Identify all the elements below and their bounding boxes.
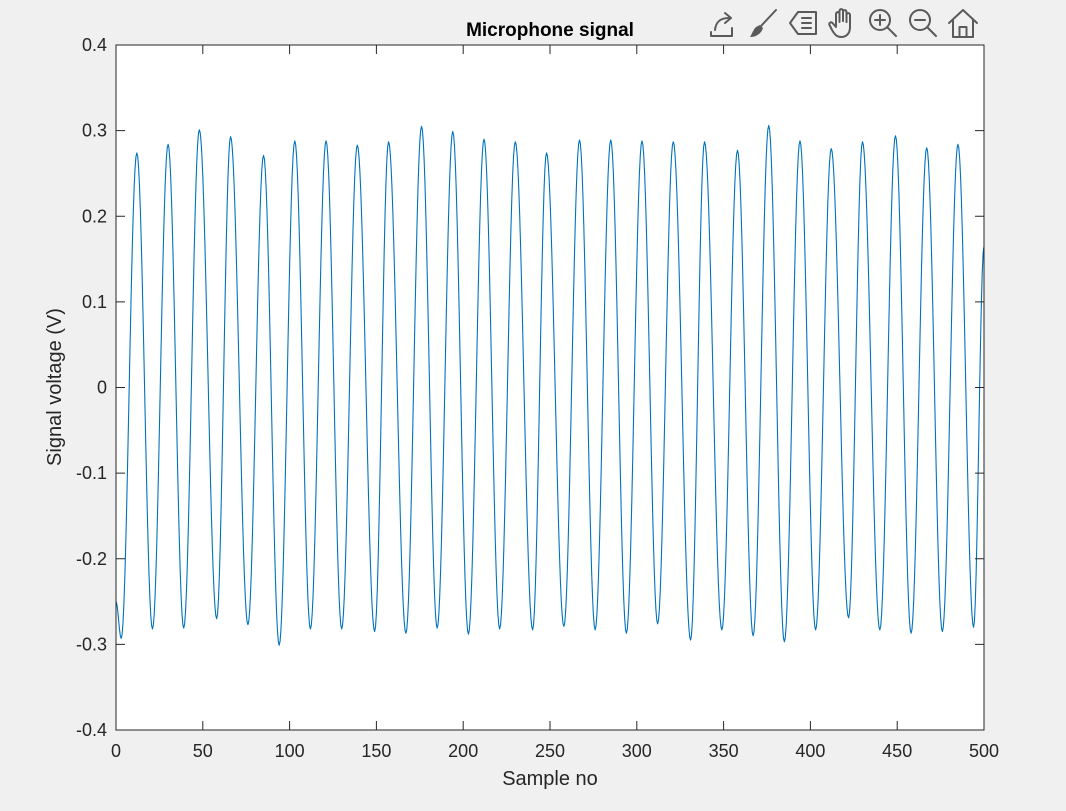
x-tick-label: 150 — [361, 741, 391, 761]
y-axis-label: Signal voltage (V) — [44, 308, 66, 466]
x-tick-label: 250 — [535, 741, 565, 761]
y-tick-label: -0.4 — [76, 720, 107, 740]
x-tick-label: 450 — [882, 741, 912, 761]
x-tick-label: 350 — [709, 741, 739, 761]
y-tick-label: -0.2 — [76, 549, 107, 569]
zoom-out-button[interactable] — [904, 4, 942, 42]
export-icon — [710, 12, 733, 37]
x-tick-label: 0 — [111, 741, 121, 761]
y-tick-label: -0.3 — [76, 634, 107, 654]
pan-button[interactable] — [824, 4, 862, 42]
x-tick-label: 500 — [969, 741, 999, 761]
chart-title: Microphone signal — [466, 20, 634, 41]
zoom-in-icon — [869, 9, 897, 37]
x-ticks: 0 50 100 150 200 250 300 350 400 450 500 — [111, 45, 999, 761]
x-tick-label: 400 — [795, 741, 825, 761]
y-tick-label: 0.4 — [82, 35, 107, 55]
y-tick-label: 0 — [97, 378, 107, 398]
x-tick-label: 200 — [448, 741, 478, 761]
x-tick-label: 100 — [275, 741, 305, 761]
y-tick-label: 0.1 — [82, 292, 107, 312]
series-layer — [115, 124, 985, 646]
axes-toolbar — [704, 4, 982, 42]
y-tick-label: -0.1 — [76, 463, 107, 483]
y-tick-label: 0.2 — [82, 206, 107, 226]
home-icon — [948, 9, 978, 38]
export-button[interactable] — [704, 4, 742, 42]
y-ticks: -0.4 -0.3 -0.2 -0.1 0 0.1 0.2 0.3 0.4 — [76, 35, 984, 740]
datatip-icon — [789, 11, 817, 35]
brush-icon — [750, 9, 777, 37]
x-axis-label: Sample no — [502, 768, 598, 790]
signal-line — [115, 124, 985, 646]
x-tick-label: 50 — [193, 741, 213, 761]
zoom-in-button[interactable] — [864, 4, 902, 42]
pan-icon — [828, 8, 851, 38]
home-button[interactable] — [944, 4, 982, 42]
brush-button[interactable] — [744, 4, 782, 42]
zoom-out-icon — [909, 9, 937, 37]
x-tick-label: 300 — [622, 741, 652, 761]
plot-area — [116, 45, 984, 730]
y-tick-label: 0.3 — [82, 121, 107, 141]
datatip-button[interactable] — [784, 4, 822, 42]
